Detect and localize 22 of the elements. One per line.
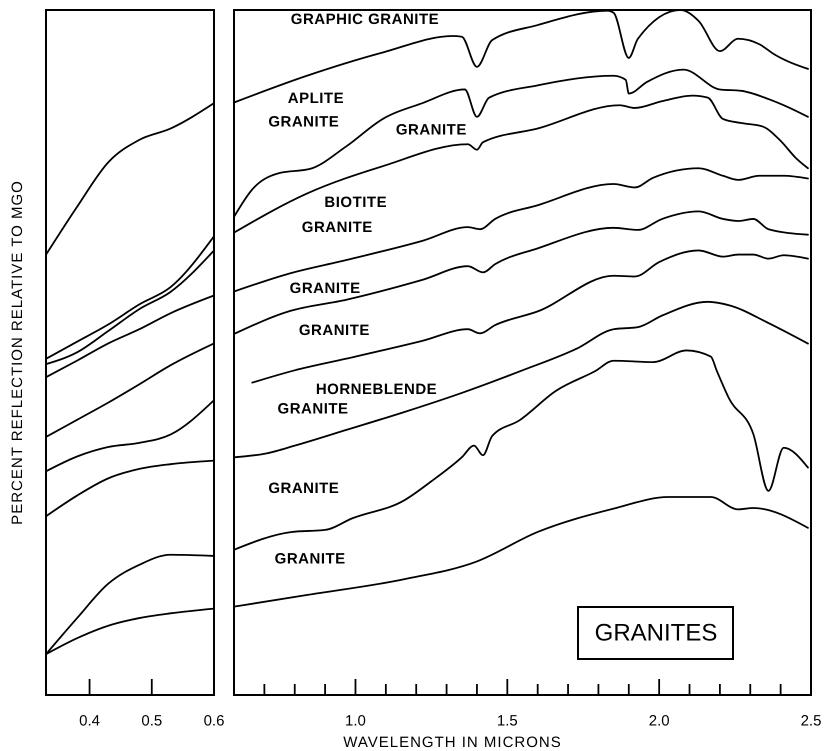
- x-tick-label: 2.0: [648, 712, 670, 730]
- x-tick-label: 1.5: [496, 712, 518, 730]
- annotation: GRANITE: [274, 550, 346, 568]
- annotation: GRANITE: [268, 113, 340, 130]
- x-tick-label: 0.6: [204, 712, 224, 730]
- annotation: GRANITE: [298, 322, 370, 340]
- x-tick-label: 2.5: [800, 712, 822, 730]
- annotation: BIOTITE: [324, 194, 388, 212]
- y-axis-title: PERCENT REFLECTION RELATIVE TO MGO: [9, 180, 26, 525]
- text: GRANITES: [594, 619, 718, 646]
- annotation: APLITE: [288, 90, 344, 108]
- annotation: GRANITE: [268, 480, 340, 497]
- annotation: GRAPHIC GRANITE: [290, 11, 440, 28]
- annotation: HORNEBLENDE: [316, 381, 438, 398]
- annotation: GRANITE: [290, 280, 361, 297]
- x-tick-label: 0.4: [79, 712, 100, 730]
- annotation: GRANITE: [278, 400, 349, 418]
- x-tick-label: 0.5: [141, 712, 162, 730]
- annotation: GRANITE: [396, 122, 467, 139]
- annotation: GRANITE: [302, 218, 373, 236]
- x-tick-label: 1.0: [345, 712, 366, 730]
- x-axis-title: WAVELENGTH IN MICRONS: [343, 734, 562, 751]
